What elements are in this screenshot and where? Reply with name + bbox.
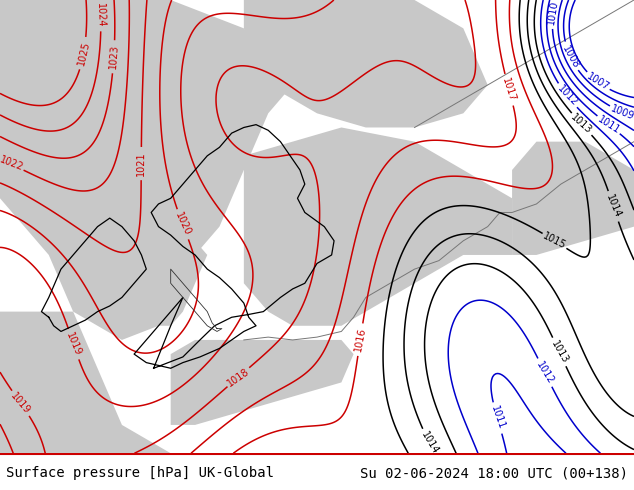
Polygon shape [0, 312, 171, 453]
Text: Surface pressure [hPa] UK-Global: Surface pressure [hPa] UK-Global [6, 466, 275, 481]
Text: 1014: 1014 [604, 193, 623, 220]
Text: 1014: 1014 [419, 430, 440, 456]
Text: 1025: 1025 [76, 40, 91, 67]
Polygon shape [293, 453, 634, 490]
Text: 1018: 1018 [226, 366, 251, 388]
Text: 1008: 1008 [560, 44, 581, 70]
Text: 1011: 1011 [595, 114, 621, 136]
Text: 1016: 1016 [353, 327, 368, 353]
Text: 1019: 1019 [64, 331, 83, 357]
Polygon shape [244, 0, 488, 127]
Polygon shape [171, 340, 354, 425]
Text: 1019: 1019 [9, 391, 32, 416]
Polygon shape [244, 127, 512, 326]
Text: 1007: 1007 [585, 71, 611, 93]
Polygon shape [0, 0, 293, 340]
Text: 1020: 1020 [173, 211, 193, 238]
Polygon shape [512, 156, 585, 213]
Text: 1021: 1021 [136, 151, 146, 176]
Text: 1015: 1015 [541, 231, 568, 251]
Polygon shape [512, 142, 634, 255]
Text: 1023: 1023 [108, 44, 120, 70]
Text: 1013: 1013 [549, 339, 570, 365]
Text: 1011: 1011 [489, 405, 506, 431]
Text: 1012: 1012 [534, 360, 555, 386]
Text: Su 02-06-2024 18:00 UTC (00+138): Su 02-06-2024 18:00 UTC (00+138) [359, 466, 628, 481]
Text: 1013: 1013 [569, 112, 594, 136]
Polygon shape [146, 241, 207, 326]
Text: 1009: 1009 [609, 103, 634, 122]
Text: 1024: 1024 [95, 2, 106, 27]
Text: 1017: 1017 [500, 76, 517, 103]
Text: 1012: 1012 [555, 83, 579, 108]
Text: 1010: 1010 [547, 0, 560, 25]
Text: 1022: 1022 [0, 155, 25, 173]
